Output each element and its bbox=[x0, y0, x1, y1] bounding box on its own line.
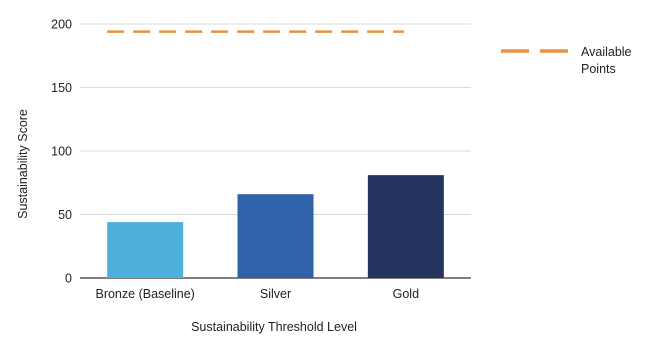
bar-silver bbox=[237, 194, 314, 278]
x-axis-ticks: Bronze (Baseline) Silver Gold bbox=[95, 287, 419, 301]
bar-gold bbox=[367, 175, 444, 278]
y-tick-label: 0 bbox=[65, 272, 72, 286]
legend-label-line-2: Points bbox=[581, 62, 616, 76]
legend-label-line-1: Available bbox=[581, 45, 632, 59]
x-axis-title: Sustainability Threshold Level bbox=[191, 320, 357, 334]
y-tick-label: 50 bbox=[58, 208, 72, 222]
x-tick-label: Silver bbox=[260, 287, 291, 301]
x-tick-label: Bronze (Baseline) bbox=[95, 287, 194, 301]
bars bbox=[107, 175, 444, 278]
y-tick-label: 200 bbox=[51, 18, 72, 32]
y-tick-label: 100 bbox=[51, 145, 72, 159]
bar-bronze-baseline bbox=[107, 222, 184, 278]
y-axis-ticks: 0 50 100 150 200 bbox=[51, 18, 72, 286]
y-tick-label: 150 bbox=[51, 81, 72, 95]
y-axis-title: Sustainability Score bbox=[16, 109, 30, 219]
x-tick-label: Gold bbox=[393, 287, 419, 301]
legend: Available Points bbox=[501, 45, 632, 76]
